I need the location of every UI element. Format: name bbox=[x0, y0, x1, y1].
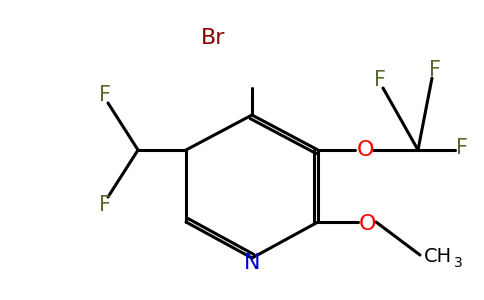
Text: Br: Br bbox=[201, 28, 225, 48]
Text: F: F bbox=[99, 85, 111, 105]
Text: F: F bbox=[374, 70, 386, 90]
Text: F: F bbox=[99, 195, 111, 215]
Text: O: O bbox=[356, 140, 374, 160]
Text: F: F bbox=[456, 138, 468, 158]
Text: CH: CH bbox=[424, 248, 452, 266]
Text: F: F bbox=[429, 60, 441, 80]
Text: N: N bbox=[244, 253, 260, 273]
Text: O: O bbox=[359, 214, 377, 234]
Text: 3: 3 bbox=[454, 256, 462, 270]
